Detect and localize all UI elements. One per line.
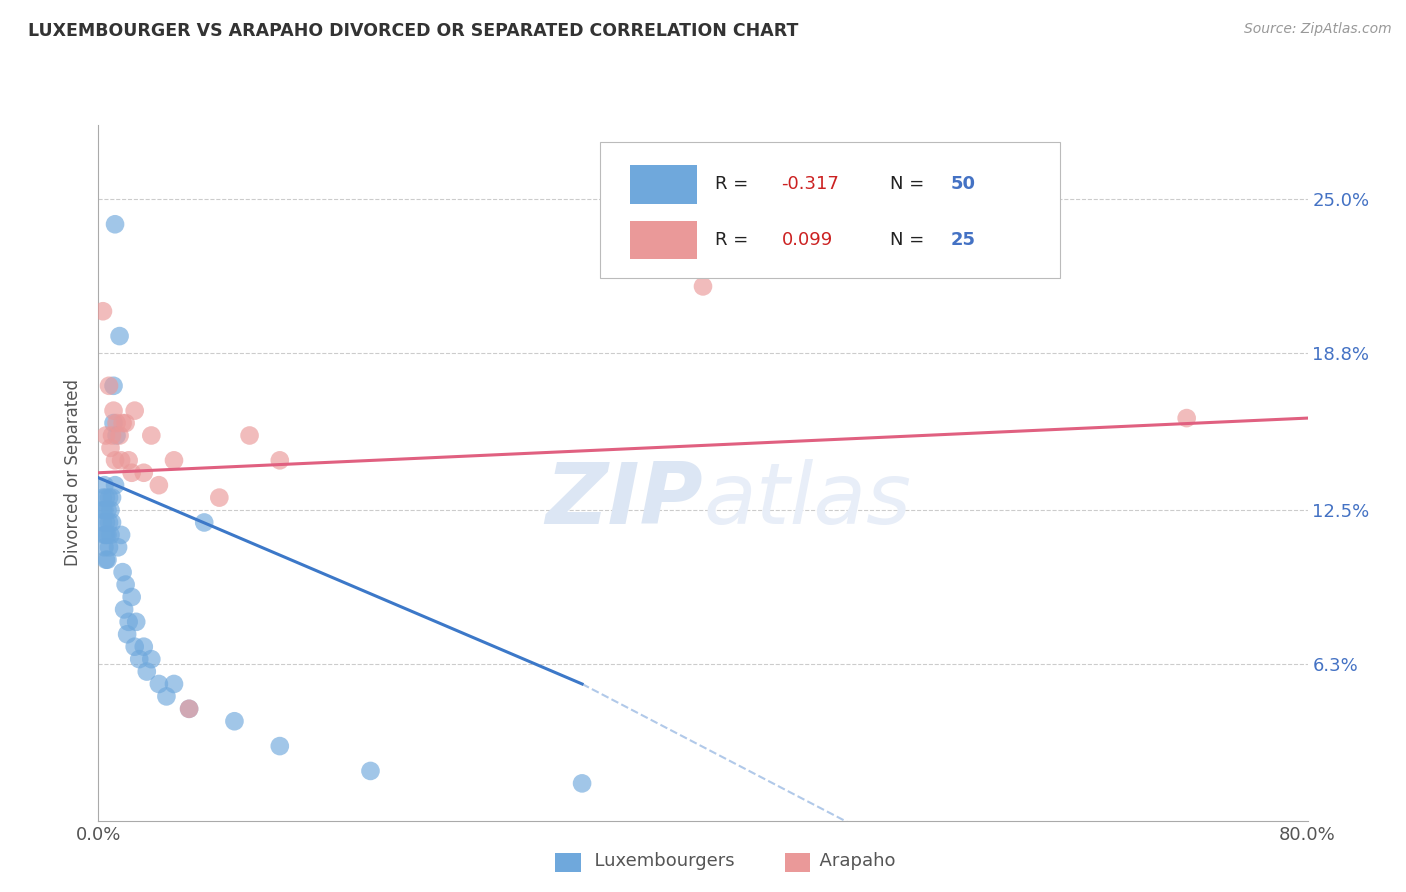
Point (360, 764, 382, 778)
Text: Source: ZipAtlas.com: Source: ZipAtlas.com (1244, 22, 1392, 37)
FancyBboxPatch shape (600, 143, 1060, 278)
Point (115, 627, 138, 641)
Point (100, 528, 122, 542)
Point (163, 677, 186, 691)
Y-axis label: Divorced or Separated: Divorced or Separated (65, 379, 83, 566)
Point (114, 577, 136, 591)
Point (93, 528, 115, 542)
Point (94, 428, 117, 442)
Point (94, 491, 117, 505)
Point (125, 615, 148, 629)
Point (103, 416, 125, 430)
Text: ZIP: ZIP (546, 459, 703, 542)
Point (224, 714, 246, 729)
Text: LUXEMBOURGER VS ARAPAHO DIVORCED OR SEPARATED CORRELATION CHART: LUXEMBOURGER VS ARAPAHO DIVORCED OR SEPA… (28, 22, 799, 40)
Point (100, 441, 122, 455)
Point (141, 652, 163, 666)
Point (121, 466, 143, 480)
Point (124, 640, 146, 654)
Text: R =: R = (716, 175, 754, 193)
Point (107, 541, 129, 555)
Point (94, 552, 117, 567)
Text: 50: 50 (950, 175, 976, 193)
Point (155, 690, 177, 704)
Point (111, 565, 134, 579)
Point (98, 516, 121, 530)
Text: 0.099: 0.099 (782, 231, 832, 249)
Point (105, 428, 128, 442)
Point (103, 403, 125, 417)
Point (91, 516, 114, 530)
Point (121, 590, 143, 604)
Point (132, 466, 155, 480)
Point (179, 702, 201, 716)
Point (132, 640, 155, 654)
Bar (630, 221, 697, 260)
Point (1175, 411, 1198, 425)
Point (96, 528, 118, 542)
Point (179, 702, 201, 716)
Point (111, 416, 134, 430)
Bar (630, 165, 697, 203)
Point (112, 602, 135, 616)
Point (101, 516, 124, 530)
Point (128, 652, 150, 666)
Point (135, 665, 157, 679)
Text: 25: 25 (950, 231, 976, 249)
Point (108, 329, 131, 343)
Point (108, 428, 131, 442)
Point (96, 503, 118, 517)
Point (110, 453, 132, 467)
Point (93, 478, 115, 492)
Point (141, 428, 163, 442)
Point (124, 403, 146, 417)
Point (269, 739, 291, 753)
Point (94, 516, 117, 530)
Point (163, 453, 186, 467)
Point (101, 491, 124, 505)
Point (91, 503, 114, 517)
Point (100, 503, 122, 517)
Point (94, 528, 117, 542)
Point (118, 453, 141, 467)
Point (98, 491, 121, 505)
Point (148, 677, 170, 691)
Point (571, 776, 593, 790)
Text: Arapaho: Arapaho (808, 852, 896, 870)
Point (118, 615, 141, 629)
Text: N =: N = (890, 231, 931, 249)
Point (208, 491, 231, 505)
Text: N =: N = (890, 175, 931, 193)
Point (93, 541, 115, 555)
Point (91, 304, 114, 318)
Text: Luxembourgers: Luxembourgers (583, 852, 735, 870)
Point (114, 416, 136, 430)
Point (104, 478, 127, 492)
Point (93, 503, 115, 517)
Point (103, 378, 125, 392)
Point (101, 428, 124, 442)
Point (269, 453, 291, 467)
Point (91, 491, 114, 505)
Point (148, 478, 170, 492)
Point (692, 279, 714, 293)
Text: atlas: atlas (703, 459, 911, 542)
Point (193, 516, 215, 530)
Point (96, 552, 118, 567)
Point (104, 217, 127, 231)
Text: R =: R = (716, 231, 754, 249)
Point (110, 528, 132, 542)
Text: -0.317: -0.317 (782, 175, 839, 193)
Point (98, 541, 121, 555)
Point (239, 428, 262, 442)
Point (104, 453, 127, 467)
Point (105, 416, 128, 430)
Point (98, 378, 121, 392)
